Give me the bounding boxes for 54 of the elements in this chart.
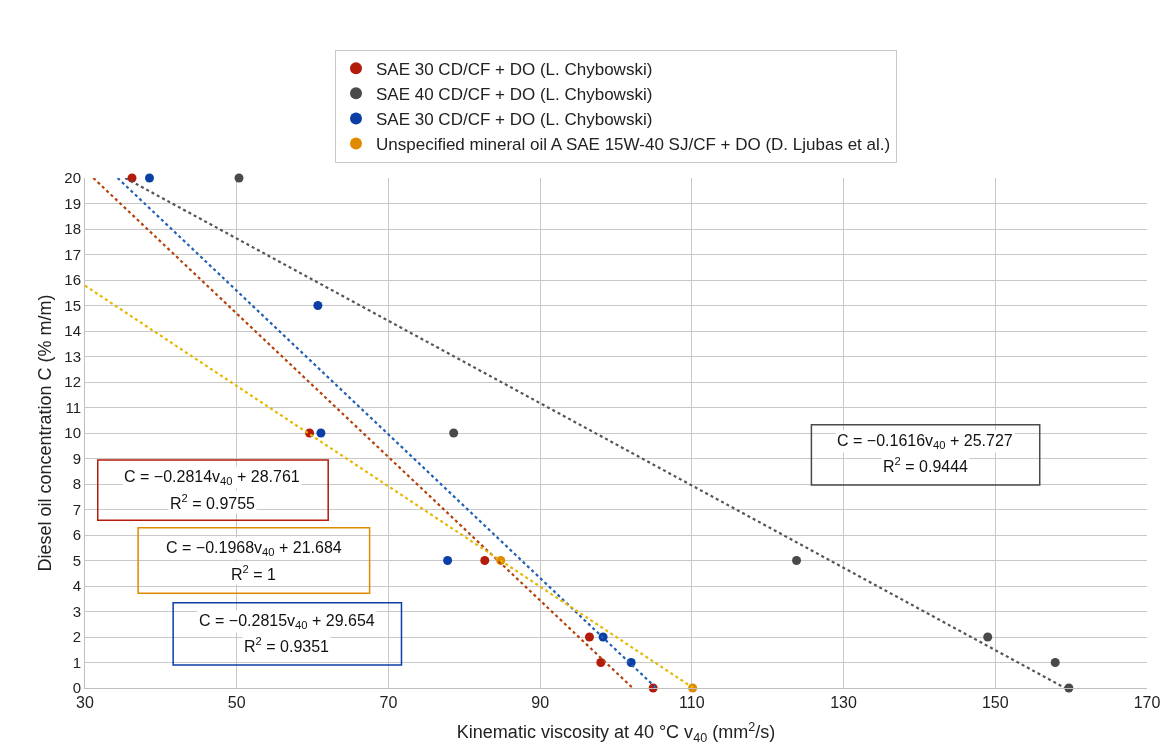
annotation: C = −0.1616v$_{40}$ + 25.727 [837, 432, 1013, 452]
point [983, 632, 993, 642]
y-axis-title: Diesel oil concentration C (% m/m) [34, 294, 55, 572]
y-tick-label: 9 [72, 449, 81, 467]
y-tick-label: 17 [64, 245, 81, 263]
y-tick-label: 13 [64, 347, 81, 365]
annotation: C = −0.2814v$_{40}$ + 28.761 [124, 468, 300, 488]
x-tick-label: 70 [379, 694, 398, 712]
y-tick-label: 10 [64, 424, 81, 442]
x-tick-label: 110 [679, 694, 705, 712]
legend-label: SAE 30 CD/CF + DO (L. Chybowski) [376, 59, 653, 79]
point [313, 301, 323, 310]
point [449, 428, 459, 438]
annotation: R$^{2}$ = 0.9444 [883, 455, 969, 475]
y-tick-label: 19 [64, 194, 81, 212]
point [792, 556, 802, 565]
point [584, 632, 594, 642]
point [1050, 658, 1060, 667]
y-tick-label: 16 [64, 271, 81, 289]
y-tick-label: 14 [64, 322, 81, 340]
y-tick-label: 3 [72, 602, 81, 620]
y-tick-label: 20 [64, 169, 81, 187]
y-tick-label: 4 [72, 577, 81, 595]
y-tick-label: 15 [64, 296, 81, 314]
y-tick-label: 1 [72, 653, 81, 671]
y-tick-label: 6 [72, 526, 81, 544]
x-tick-label: 30 [76, 694, 94, 712]
y-tick-label: 11 [65, 398, 81, 416]
x-tick-label: 50 [227, 694, 246, 712]
x-tick-label: 170 [1133, 694, 1161, 712]
point [480, 556, 490, 565]
y-tick-label: 8 [72, 475, 81, 493]
y-tick-label: 7 [72, 500, 81, 518]
x-tick-label: 150 [981, 694, 1009, 712]
x-tick-label: 90 [531, 694, 550, 712]
point [443, 556, 453, 565]
y-tick-label: 0 [72, 679, 81, 697]
y-tick-label: 12 [64, 373, 81, 391]
annotation: R$^{2}$ = 0.9755 [170, 492, 256, 512]
x-axis-title: Kinematic viscosity at 40 °C v$_{40}$ (mm$^{2}$/s) [456, 719, 776, 746]
legend-label: SAE 30 CD/CF + DO (L. Chybowski) [376, 110, 653, 130]
y-tick-label: 18 [64, 220, 81, 238]
legend-label: Unspecified mineral oil A SAE 15W-40 SJ/CF + DO (D. Ljubas et al.) [376, 135, 891, 155]
annotation: C = −0.1968v$_{40}$ + 21.684 [166, 539, 342, 559]
point [316, 428, 326, 438]
point [234, 173, 244, 183]
x-tick-label: 130 [830, 694, 858, 712]
annotation: C = −0.2815v$_{40}$ + 29.654 [199, 612, 375, 632]
legend-label: SAE 40 CD/CF + DO (L. Chybowski) [376, 84, 653, 104]
annotation: R$^{2}$ = 1 [231, 563, 277, 583]
annotation: R$^{2}$ = 0.9351 [244, 635, 330, 655]
point [144, 173, 154, 183]
y-tick-label: 5 [72, 551, 81, 569]
y-tick-label: 2 [72, 628, 81, 646]
